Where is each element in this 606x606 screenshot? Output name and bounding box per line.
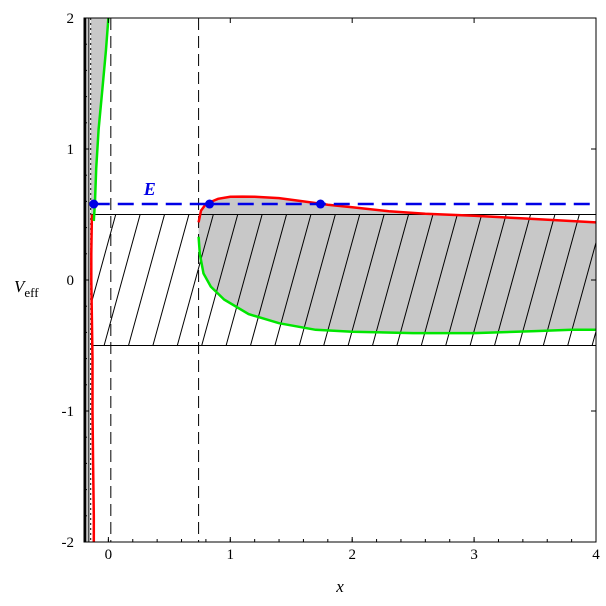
y-axis-label-subscript: eff (24, 285, 39, 300)
x-tick-label: 4 (592, 547, 600, 563)
x-axis-ticks: 0 1 2 3 4 (83, 18, 600, 563)
y-tick-label: 2 (67, 11, 75, 27)
hatch-line (91, 214, 117, 306)
hatch-line (542, 214, 580, 346)
x-tick-label: 1 (227, 547, 235, 563)
shading-layer (84, 18, 596, 542)
y-tick-label: 0 (67, 273, 75, 289)
hatch-line (225, 214, 263, 346)
hatch-line (567, 240, 596, 346)
hatch-line (128, 214, 165, 346)
energy-turning-point (205, 199, 215, 209)
hatch-line (445, 214, 483, 346)
shaded-region-right (198, 196, 596, 334)
hatch-line (396, 214, 434, 346)
hatch-line (298, 214, 336, 346)
y-tick-label: -2 (62, 535, 75, 551)
hatch-line (250, 214, 287, 346)
y-axis-ticks: -2 -1 0 1 2 (62, 11, 596, 551)
energy-label: E (143, 179, 156, 199)
x-tick-label: 3 (470, 547, 478, 563)
y-tick-label: -1 (62, 404, 75, 420)
x-tick-label: 0 (105, 547, 113, 563)
red-curve-left (90, 214, 96, 542)
guide-lines (90, 18, 200, 542)
hatch-line (103, 214, 141, 346)
hatch-line (176, 214, 214, 346)
hatch-line (347, 214, 385, 346)
y-axis-label: Veff (14, 277, 39, 300)
y-axis-label-main: V (14, 277, 27, 296)
potential-curves (90, 18, 596, 542)
hatch-line (518, 214, 556, 346)
energy-line-group: E (89, 179, 596, 209)
hatch-line (323, 214, 361, 346)
green-curve-right (197, 236, 596, 335)
x-tick-label: 2 (348, 547, 356, 563)
hatch-line (152, 214, 190, 346)
x-axis-label: x (335, 577, 344, 596)
hatch-line (469, 214, 507, 346)
hatch-line (372, 214, 409, 346)
hatch-line (494, 214, 531, 346)
energy-turning-point (315, 199, 325, 209)
hatch-line (420, 214, 458, 346)
energy-turning-point (89, 199, 99, 209)
y-tick-label: 1 (67, 142, 75, 158)
hatch-line (201, 214, 239, 346)
